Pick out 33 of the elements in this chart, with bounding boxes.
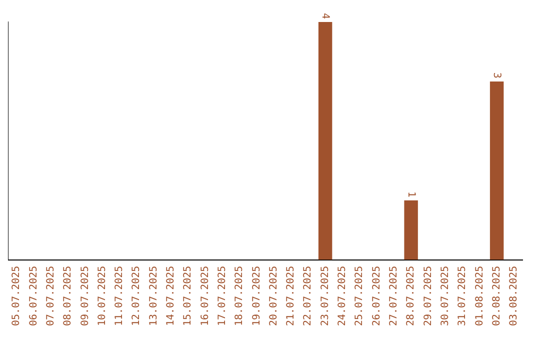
x-tick-label: 05.07.2025 [11, 266, 22, 326]
x-tick-label: 22.07.2025 [302, 266, 314, 326]
x-tick-label: 14.07.2025 [166, 266, 177, 326]
x-tick-label: 01.08.2025 [474, 266, 486, 326]
x-tick-label: 25.07.2025 [354, 266, 366, 326]
x-tick-label: 13.07.2025 [148, 266, 160, 326]
x-tick-label: 28.07.2025 [406, 266, 417, 326]
x-tick-label: 26.07.2025 [371, 266, 382, 326]
x-tick-label: 24.07.2025 [337, 266, 348, 326]
x-tick-label: 27.07.2025 [388, 266, 400, 326]
x-tick-label: 10.07.2025 [96, 266, 108, 326]
x-tick-label: 18.07.2025 [234, 266, 246, 326]
x-tick-label: 03.08.2025 [508, 266, 520, 326]
x-tick-label: 17.07.2025 [216, 266, 228, 326]
x-tick-label: 12.07.2025 [131, 266, 142, 326]
x-tick-label: 06.07.2025 [28, 266, 40, 326]
data-label: 1 [405, 191, 416, 198]
x-tick-label: 30.07.2025 [440, 266, 451, 326]
x-tick-label: 15.07.2025 [182, 266, 194, 326]
x-tick-label: 31.07.2025 [457, 266, 468, 326]
x-tick-label: 08.07.2025 [62, 266, 74, 326]
data-label: 3 [491, 72, 502, 78]
x-tick-label: 20.07.2025 [268, 266, 280, 326]
x-tick-label: 07.07.2025 [45, 266, 56, 326]
x-tick-label: 21.07.2025 [286, 266, 297, 326]
x-tick-label: 29.07.2025 [422, 266, 434, 326]
data-label: 4 [320, 12, 331, 19]
x-tick-label: 09.07.2025 [80, 266, 91, 326]
x-tick-label: 23.07.2025 [320, 266, 331, 326]
x-tick-label: 11.07.2025 [114, 266, 126, 326]
x-tick-label: 16.07.2025 [200, 266, 211, 326]
x-tick-label: 19.07.2025 [251, 266, 262, 326]
x-tick-label: 02.08.2025 [491, 266, 502, 326]
